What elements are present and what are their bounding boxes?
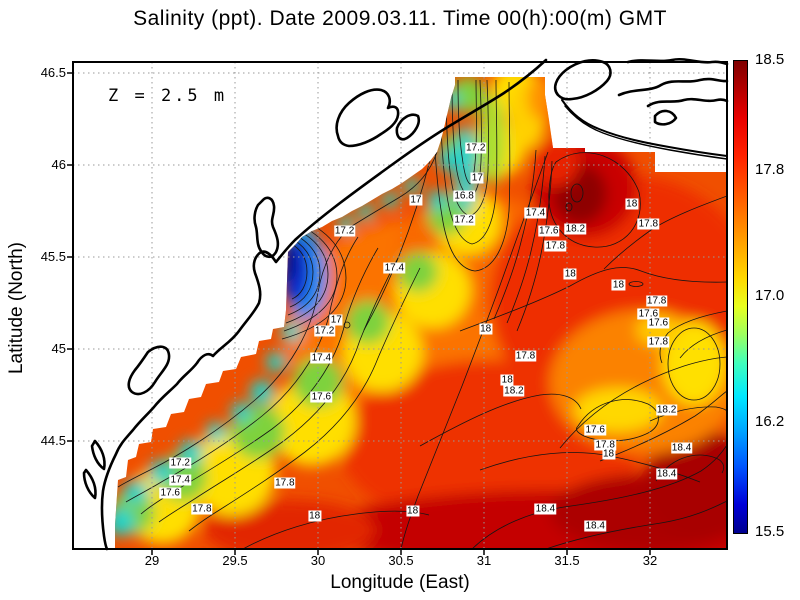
contour-label: 18.4: [655, 468, 678, 480]
contour-label: 18: [406, 505, 420, 517]
contour-label: 18.2: [503, 385, 525, 397]
y-tick-label: 44.5: [40, 433, 66, 448]
x-axis-label: Longitude (East): [330, 572, 470, 593]
contour-label: 17.8: [645, 295, 668, 307]
contour-label: 17: [470, 172, 484, 184]
figure-title: Salinity (ppt). Date 2009.03.11. Time 00…: [133, 7, 667, 30]
x-tick-label: 32: [642, 553, 658, 568]
x-tick-label: 31: [476, 553, 492, 568]
colorbar-tick-label: 17.0: [755, 287, 785, 304]
contour-label: 17.2: [453, 214, 475, 226]
contour-label: 17.8: [514, 350, 537, 362]
contour-label: 17.2: [313, 325, 336, 337]
contour-label: 17.2: [169, 457, 191, 469]
contour-label: 18: [601, 448, 616, 460]
contour-label: 17.4: [169, 474, 191, 486]
contour-label: 18: [500, 374, 514, 386]
contour-label: 18.2: [564, 223, 587, 235]
axis-tick-marks: [67, 72, 651, 555]
colorbar-tick-label: 17.8: [755, 161, 785, 179]
contour-label: 17.6: [159, 487, 181, 499]
contour-label: 17.8: [544, 240, 567, 252]
colorbar: [733, 60, 748, 534]
contour-label: 17.8: [191, 503, 213, 515]
y-tick-label: 45.5: [40, 249, 66, 264]
contour-label: 17.2: [464, 142, 487, 154]
x-tick-label: 30.5: [388, 553, 414, 568]
y-tick-label: 45: [51, 341, 66, 356]
depth-annotation: Z = 2.5 m: [108, 86, 228, 106]
contour-label: 17: [329, 314, 343, 326]
contour-label: 17.6: [310, 391, 333, 403]
contour-label: 17.6: [538, 225, 560, 237]
coastline: [82, 58, 729, 551]
colorbar-tick-label: 16.2: [755, 412, 785, 430]
x-tick-label: 29.5: [222, 553, 248, 568]
contour-label: 18.4: [670, 442, 693, 454]
contour-label: 18: [479, 323, 493, 335]
contour-label: 17: [409, 194, 423, 206]
contour-label: 17.4: [310, 352, 333, 364]
contour-label: 18: [563, 268, 577, 280]
x-tick-label: 30: [310, 553, 326, 568]
contour-label: 17.8: [594, 439, 616, 451]
contour-label: 18: [308, 510, 322, 522]
contour-label: 18.2: [655, 404, 678, 416]
contour-label: 18.4: [584, 520, 606, 532]
contour-label: 17.4: [383, 262, 406, 274]
y-tick-label: 46.5: [40, 65, 66, 80]
contour-label: 17.6: [637, 308, 660, 320]
x-tick-label: 31.5: [554, 553, 580, 568]
plot-frame: [72, 61, 728, 550]
salinity-field: [115, 77, 727, 549]
contour-label: 17.6: [647, 317, 670, 329]
colorbar-tick-label: 15.5: [755, 523, 785, 540]
y-axis-label: Latitude (North): [6, 242, 27, 375]
contour-label: 17.8: [274, 477, 296, 489]
colorbar-tick-label: 18.5: [755, 51, 785, 68]
contour-label: 17.8: [637, 218, 660, 230]
contour-label: 17.8: [647, 336, 670, 348]
contour-label: 16.8: [453, 190, 475, 202]
contour-label: 18: [625, 198, 639, 210]
contour-label: 17.6: [584, 424, 606, 436]
contour-label: 17.2: [333, 225, 356, 237]
contour-label: 18.4: [534, 503, 557, 515]
y-tick-label: 46: [51, 157, 66, 172]
contour-label: 17.4: [524, 207, 547, 219]
x-tick-label: 29: [144, 553, 160, 568]
contour-label: 18: [611, 279, 626, 291]
